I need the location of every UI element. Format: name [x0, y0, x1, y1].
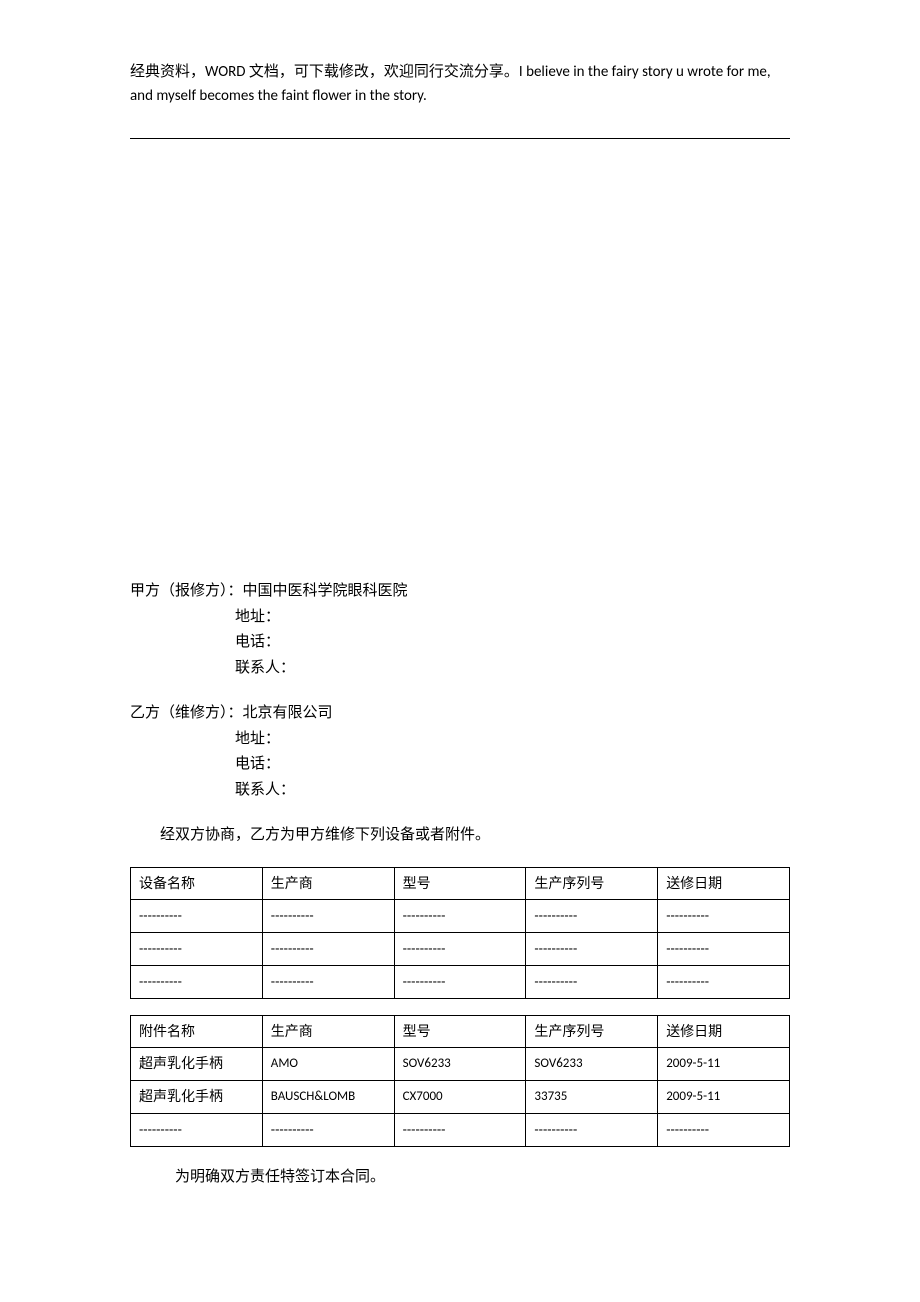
cell: ----------	[262, 933, 394, 966]
party-a-name: 中国中医科学院眼科医院	[243, 582, 408, 600]
col-device-name: 设备名称	[131, 867, 263, 900]
cell: ----------	[658, 900, 790, 933]
header-cn-1: 经典资料，	[130, 63, 205, 81]
table-header-row: 设备名称 生产商 型号 生产序列号 送修日期	[131, 867, 790, 900]
party-b-block: 乙方（维修方）：北京有限公司 地址： 电话： 联系人：	[130, 701, 790, 803]
cell: ----------	[394, 900, 526, 933]
cell: CX7000	[394, 1081, 526, 1114]
cell: ----------	[262, 965, 394, 998]
cell: 超声乳化手柄	[131, 1081, 263, 1114]
header-divider	[130, 138, 790, 139]
cell: ----------	[262, 900, 394, 933]
accessory-table: 附件名称 生产商 型号 生产序列号 送修日期 超声乳化手柄 AMO SOV623…	[130, 1015, 790, 1147]
vertical-spacer	[130, 149, 790, 579]
cell: ----------	[262, 1114, 394, 1147]
cell: 2009-5-11	[658, 1081, 790, 1114]
document-header: 经典资料，WORD 文档，可下载修改，欢迎同行交流分享。I believe in…	[130, 60, 790, 108]
party-b-contact: 联系人：	[130, 778, 790, 804]
cell: ----------	[526, 1114, 658, 1147]
cell: ----------	[526, 933, 658, 966]
table-row: ---------- ---------- ---------- -------…	[131, 933, 790, 966]
party-a-line: 甲方（报修方）：中国中医科学院眼科医院	[130, 579, 790, 605]
col-serial: 生产序列号	[526, 867, 658, 900]
cell: 33735	[526, 1081, 658, 1114]
party-b-label: 乙方（维修方）：	[130, 704, 243, 722]
cell: ----------	[526, 900, 658, 933]
party-a-phone: 电话：	[130, 630, 790, 656]
table-row: ---------- ---------- ---------- -------…	[131, 1114, 790, 1147]
party-a-address: 地址：	[130, 605, 790, 631]
party-b-name: 北京有限公司	[243, 704, 333, 722]
cell: ----------	[658, 965, 790, 998]
cell: ----------	[131, 933, 263, 966]
table-header-row: 附件名称 生产商 型号 生产序列号 送修日期	[131, 1015, 790, 1048]
cell: ----------	[526, 965, 658, 998]
cell: ----------	[394, 965, 526, 998]
cell: 2009-5-11	[658, 1048, 790, 1081]
col-accessory-name: 附件名称	[131, 1015, 263, 1048]
cell: ----------	[658, 1114, 790, 1147]
final-statement: 为明确双方责任特签订本合同。	[130, 1165, 790, 1191]
header-cn-2: 文档，可下载修改，欢迎同行交流分享。	[249, 63, 519, 81]
cell: ----------	[131, 965, 263, 998]
agreement-text: 经双方协商，乙方为甲方维修下列设备或者附件。	[130, 823, 790, 849]
cell: ----------	[131, 900, 263, 933]
cell: ----------	[394, 933, 526, 966]
col-model: 型号	[394, 867, 526, 900]
table-row: ---------- ---------- ---------- -------…	[131, 900, 790, 933]
cell: BAUSCH&LOMB	[262, 1081, 394, 1114]
party-a-label: 甲方（报修方）：	[130, 582, 243, 600]
cell: 超声乳化手柄	[131, 1048, 263, 1081]
party-b-address: 地址：	[130, 727, 790, 753]
col-serial: 生产序列号	[526, 1015, 658, 1048]
cell: SOV6233	[526, 1048, 658, 1081]
cell: SOV6233	[394, 1048, 526, 1081]
col-manufacturer: 生产商	[262, 1015, 394, 1048]
party-b-line: 乙方（维修方）：北京有限公司	[130, 701, 790, 727]
cell: ----------	[658, 933, 790, 966]
table-row: 超声乳化手柄 AMO SOV6233 SOV6233 2009-5-11	[131, 1048, 790, 1081]
cell: ----------	[394, 1114, 526, 1147]
col-date: 送修日期	[658, 867, 790, 900]
party-b-phone: 电话：	[130, 752, 790, 778]
party-a-contact: 联系人：	[130, 656, 790, 682]
equipment-table: 设备名称 生产商 型号 生产序列号 送修日期 ---------- ------…	[130, 867, 790, 999]
header-word: WORD	[205, 63, 249, 81]
col-model: 型号	[394, 1015, 526, 1048]
cell: AMO	[262, 1048, 394, 1081]
table-row: 超声乳化手柄 BAUSCH&LOMB CX7000 33735 2009-5-1…	[131, 1081, 790, 1114]
cell: ----------	[131, 1114, 263, 1147]
col-manufacturer: 生产商	[262, 867, 394, 900]
party-a-block: 甲方（报修方）：中国中医科学院眼科医院 地址： 电话： 联系人：	[130, 579, 790, 681]
col-date: 送修日期	[658, 1015, 790, 1048]
table-row: ---------- ---------- ---------- -------…	[131, 965, 790, 998]
